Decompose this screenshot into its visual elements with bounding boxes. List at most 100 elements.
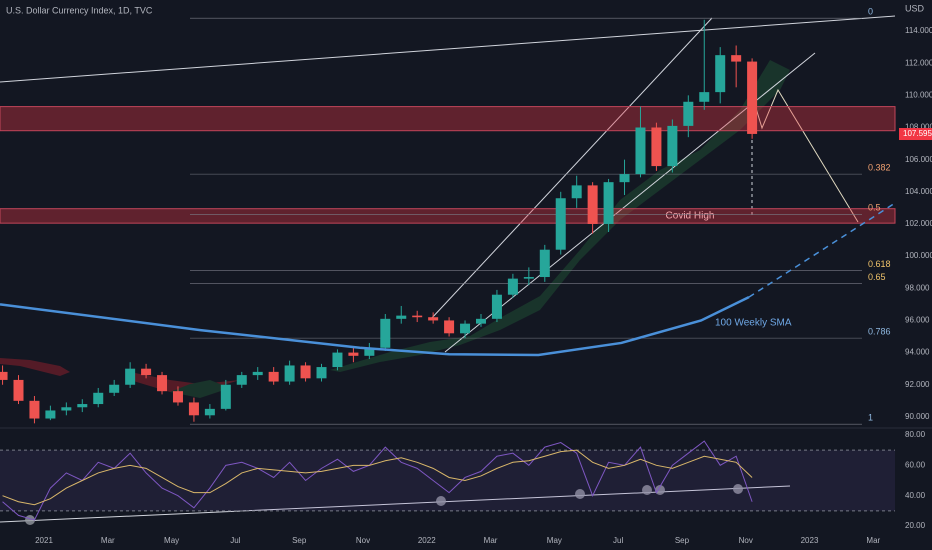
candle-body [475, 318, 486, 324]
y-tick-label: 106.000 [905, 155, 932, 164]
candle-body [491, 294, 502, 319]
y-tick-label: 102.000 [905, 219, 932, 228]
candle-body [29, 400, 40, 419]
y-tick-label: 110.000 [905, 90, 932, 99]
candle-body [141, 368, 152, 376]
y-tick-label: 92.000 [905, 380, 930, 389]
candle-body [45, 410, 56, 419]
rsi-line [2, 449, 753, 506]
rsi-touch-points [25, 484, 743, 525]
zone [0, 208, 896, 224]
candle-body [747, 61, 758, 134]
x-tick-label: 2021 [35, 536, 53, 545]
candle-body [587, 185, 598, 224]
y-tick-label: 100.000 [905, 251, 932, 260]
candle-body [125, 368, 136, 385]
currency-label: USD [905, 3, 925, 13]
candle-body [157, 375, 168, 392]
fib-label: 0.65 [868, 272, 886, 282]
x-tick-label: Jul [613, 536, 623, 545]
candle-body [603, 182, 614, 224]
x-tick-label: Mar [101, 536, 115, 545]
candle-body [380, 318, 391, 348]
candle-body [236, 375, 247, 385]
fib-label: 0.382 [868, 163, 891, 173]
rsi-line [2, 440, 753, 521]
y-tick-label: 98.000 [905, 283, 930, 292]
x-tick-label: Sep [675, 536, 690, 545]
candle-body [412, 315, 423, 318]
candle-body [539, 249, 550, 278]
y-tick-label: 40.00 [905, 491, 926, 500]
candle-body [300, 365, 311, 379]
fib-label: 1 [868, 413, 873, 423]
candle-body [188, 402, 199, 416]
fib-label: 0.618 [868, 259, 891, 269]
y-tick-label: 96.000 [905, 316, 930, 325]
zone-label: Covid High [666, 211, 715, 222]
candle-body [396, 315, 407, 319]
candle-body [109, 384, 120, 393]
candle-body [204, 408, 215, 416]
candle-body [268, 371, 279, 382]
x-tick-label: 2023 [801, 536, 819, 545]
fib-label: 0.786 [868, 326, 891, 336]
fib-label: 0 [868, 7, 873, 17]
x-tick-label: Sep [292, 536, 307, 545]
candle-body [77, 404, 88, 408]
candle-body [715, 55, 726, 93]
zone [0, 106, 896, 132]
y-tick-label: 94.000 [905, 348, 930, 357]
candle-body [428, 317, 439, 321]
candle-body [220, 384, 231, 409]
candle-body [316, 367, 327, 379]
y-tick-label: 20.00 [905, 521, 926, 530]
x-tick-label: Mar [484, 536, 498, 545]
x-tick-label: May [164, 536, 179, 545]
y-tick-label: 90.000 [905, 412, 930, 421]
rsi-band [0, 450, 895, 511]
fib-label: 0.5 [868, 203, 881, 213]
candle-body [683, 101, 694, 126]
sma-label: 100 Weekly SMA [715, 318, 792, 329]
candle-body [284, 365, 295, 382]
candle-body [364, 347, 375, 356]
y-tick-label: 104.000 [905, 187, 932, 196]
candle-body [507, 278, 518, 295]
candle-body [651, 127, 662, 167]
candle-body [555, 198, 566, 250]
y-tick-label: 112.000 [905, 58, 932, 67]
x-tick-label: Jul [230, 536, 240, 545]
sma-projection [748, 202, 896, 298]
x-tick-label: Nov [739, 536, 753, 545]
candle-body [348, 352, 359, 356]
candle-body [0, 371, 8, 380]
candle-body [699, 92, 710, 102]
candle-body [332, 352, 343, 368]
candle-body [172, 391, 183, 403]
chart-title: U.S. Dollar Currency Index, 1D, TVC [6, 5, 153, 15]
y-tick-label: 108.000 [905, 123, 932, 132]
sma-line [0, 296, 750, 357]
candle-body [619, 174, 630, 183]
candle-body [571, 185, 582, 199]
candle-body [93, 392, 104, 405]
y-tick-label: 60.00 [905, 460, 926, 469]
candle-body [635, 127, 646, 175]
x-tick-label: Nov [356, 536, 370, 545]
candle-body [61, 407, 72, 411]
candle-body [444, 320, 455, 334]
candle-body [731, 55, 742, 62]
last-price-label: 107.595 [903, 129, 932, 138]
candle-body [252, 371, 263, 376]
candle-body [523, 277, 534, 279]
candle-body [667, 125, 678, 167]
y-tick-label: 80.00 [905, 430, 926, 439]
x-tick-label: 2022 [418, 536, 436, 545]
x-tick-label: Mar [866, 536, 880, 545]
y-tick-label: 114.000 [905, 26, 932, 35]
candle-body [460, 323, 471, 334]
last-price-box [899, 128, 932, 141]
candle-body [13, 379, 24, 401]
